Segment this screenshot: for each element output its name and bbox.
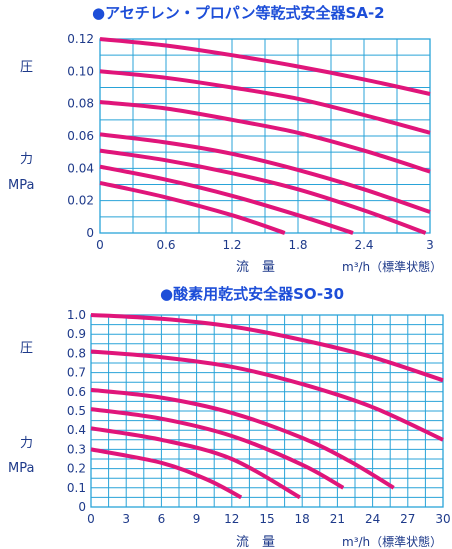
y-tick-label: 0.3 — [67, 442, 86, 456]
series-curve-5 — [90, 426, 301, 500]
series-curve-3 — [90, 387, 395, 490]
y-tick-label: 0.4 — [67, 423, 86, 437]
x-tick-label: 24 — [365, 512, 380, 526]
chart-so30-ylabel-force: 力 — [20, 436, 33, 451]
chart-sa2-ylabel-pressure: 圧 — [20, 60, 33, 75]
series-curve-1 — [99, 37, 431, 96]
y-tick-label: 0.9 — [67, 327, 86, 341]
y-tick-label: 0.8 — [67, 346, 86, 360]
y-tick-label: 0.02 — [67, 194, 94, 208]
y-tick-label: 0.7 — [67, 366, 86, 380]
x-tick-label: 0.6 — [156, 238, 175, 252]
x-tick-label: 30 — [435, 512, 450, 526]
y-tick-label: 0.06 — [67, 129, 94, 143]
x-tick-label: 6 — [158, 512, 166, 526]
y-tick-label: 0 — [86, 226, 94, 240]
y-tick-label: 0.6 — [67, 385, 86, 399]
series-curve-6 — [90, 447, 243, 500]
chart-so30: ●酸素用乾式安全器SO-30 圧 力 MPa 00.10.20.30.40.50… — [8, 285, 451, 549]
chart-sa2-grid — [99, 38, 431, 234]
y-tick-label: 0 — [78, 500, 86, 514]
series-curve-4 — [99, 132, 431, 214]
chart-sa2-ylabel-unit: MPa — [8, 178, 34, 193]
chart-so30-ylabel-unit: MPa — [8, 461, 34, 476]
x-tick-label: 3 — [122, 512, 130, 526]
y-tick-label: 0.1 — [67, 481, 86, 495]
y-tick-label: 0.12 — [67, 32, 94, 46]
chart-so30-ylabel-pressure: 圧 — [20, 341, 33, 356]
chart-sa2-xunit: m³/h（標準状態） — [342, 259, 442, 274]
series-curve-3 — [99, 100, 431, 174]
chart-so30-ticks: 0 0.1 0.2 0.3 0.4 0.5 0.6 0.7 0.8 0.9 1.0 0 3 6 9 12 15 1… — [67, 308, 451, 526]
series-curve-2 — [99, 69, 431, 135]
x-tick-label: 0 — [87, 512, 95, 526]
chart-sa2-curves — [99, 37, 431, 235]
chart-so30-xlabel: 流 量 — [236, 535, 275, 549]
x-tick-label: 3 — [426, 238, 434, 252]
series-curve-7 — [99, 180, 286, 235]
x-tick-label: 21 — [330, 512, 345, 526]
chart-sa2: ●アセチレン・プロパン等乾式安全器SA-2 圧 力 MPa 00.020.040… — [8, 4, 442, 275]
series-curve-6 — [99, 164, 354, 235]
x-tick-label: 0 — [96, 238, 104, 252]
y-tick-label: 0.5 — [67, 404, 86, 418]
y-tick-label: 0.10 — [67, 64, 94, 78]
y-tick-label: 0.2 — [67, 462, 86, 476]
series-curve-2 — [90, 349, 444, 442]
y-tick-label: 0.04 — [67, 161, 94, 175]
y-tick-label: 0.08 — [67, 97, 94, 111]
x-tick-label: 12 — [224, 512, 239, 526]
chart-so30-title: ●酸素用乾式安全器SO-30 — [160, 285, 344, 303]
chart-sa2-ylabel-force: 力 — [20, 152, 33, 167]
series-curve-1 — [90, 313, 444, 383]
series-curve-5 — [99, 148, 427, 235]
x-tick-label: 27 — [400, 512, 415, 526]
x-tick-label: 1.2 — [222, 238, 241, 252]
chart-sa2-ticks: 0 0.02 0.04 0.06 0.08 0.10 0.12 0 0.6 1.2 1.8 2.4 3 — [67, 32, 434, 252]
x-tick-label: 18 — [295, 512, 310, 526]
chart-sa2-title: ●アセチレン・プロパン等乾式安全器SA-2 — [92, 4, 385, 22]
x-tick-label: 9 — [193, 512, 201, 526]
chart-so30-curves — [90, 313, 444, 500]
x-tick-label: 1.8 — [288, 238, 307, 252]
series-curve-4 — [90, 407, 345, 490]
x-tick-label: 2.4 — [354, 238, 373, 252]
chart-so30-xunit: m³/h（標準状態） — [342, 534, 442, 549]
x-tick-label: 15 — [259, 512, 274, 526]
y-tick-label: 1.0 — [67, 308, 86, 322]
chart-sa2-xlabel: 流 量 — [236, 260, 275, 275]
